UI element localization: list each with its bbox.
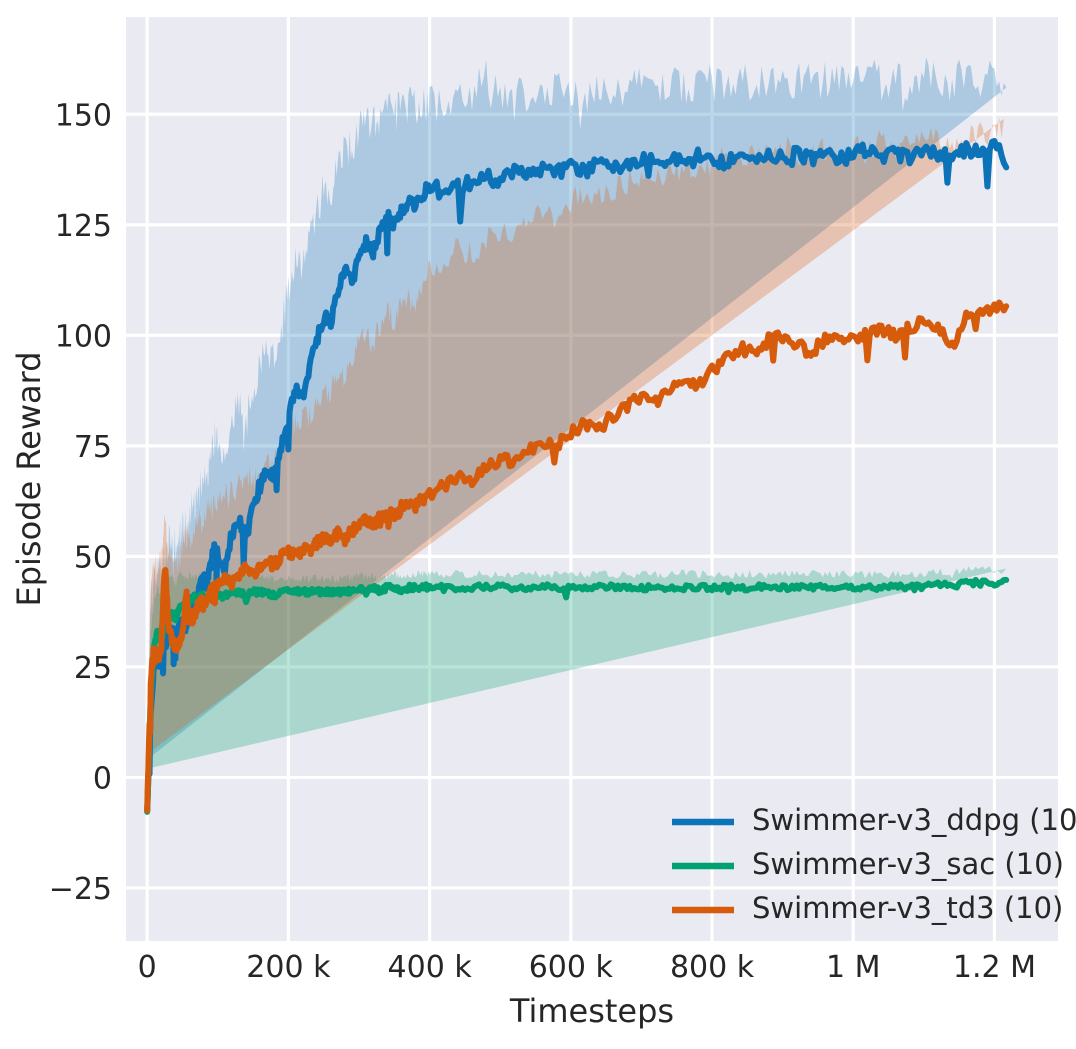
legend-entry-0[interactable]: Swimmer-v3_ddpg (10) bbox=[672, 803, 1076, 837]
y-tick-label-3: 50 bbox=[74, 540, 112, 575]
x-tick-label-1: 200 k bbox=[246, 950, 331, 985]
x-tick-label-0: 0 bbox=[138, 950, 157, 985]
x-tick-label-2: 400 k bbox=[388, 950, 473, 985]
legend-label-0: Swimmer-v3_ddpg (10) bbox=[752, 803, 1076, 837]
series-lines bbox=[144, 137, 1010, 815]
legend-label-1: Swimmer-v3_sac (10) bbox=[752, 847, 1064, 881]
legend-entry-2[interactable]: Swimmer-v3_td3 (10) bbox=[672, 891, 1063, 925]
y-tick-label-7: 150 bbox=[55, 98, 112, 133]
y-tick-label-1: 0 bbox=[93, 761, 112, 796]
x-tick-label-6: 1.2 M bbox=[953, 950, 1036, 985]
x-tick-label-5: 1 M bbox=[826, 950, 881, 985]
line-swimmer-v3-ddpg-10- bbox=[144, 137, 1010, 815]
x-tick-label-3: 600 k bbox=[529, 950, 614, 985]
x-axis-tick-labels: 0 200 k 400 k 600 k 800 k 1 M 1.2 M bbox=[138, 950, 1036, 985]
line-swimmer-v3-td3-10- bbox=[144, 299, 1010, 814]
y-axis-title: Episode Reward bbox=[10, 351, 48, 606]
y-tick-label-5: 100 bbox=[55, 319, 112, 354]
y-tick-label-0: −25 bbox=[49, 872, 112, 907]
band-swimmer-v3-sac-10- bbox=[147, 566, 1007, 769]
x-axis-title: Timesteps bbox=[509, 992, 674, 1030]
legend[interactable]: Swimmer-v3_ddpg (10) Swimmer-v3_sac (10) S… bbox=[672, 803, 1076, 925]
y-axis-tick-labels: −25 0 25 50 75 100 125 150 bbox=[49, 98, 112, 907]
legend-label-2: Swimmer-v3_td3 (10) bbox=[752, 891, 1063, 925]
y-tick-label-6: 125 bbox=[55, 209, 112, 244]
y-tick-label-4: 75 bbox=[74, 430, 112, 465]
legend-entry-1[interactable]: Swimmer-v3_sac (10) bbox=[672, 847, 1064, 881]
band-swimmer-v3-ddpg-10- bbox=[147, 57, 1007, 760]
y-tick-label-2: 25 bbox=[74, 651, 112, 686]
gridlines bbox=[126, 17, 1058, 941]
x-tick-label-4: 800 k bbox=[670, 950, 755, 985]
